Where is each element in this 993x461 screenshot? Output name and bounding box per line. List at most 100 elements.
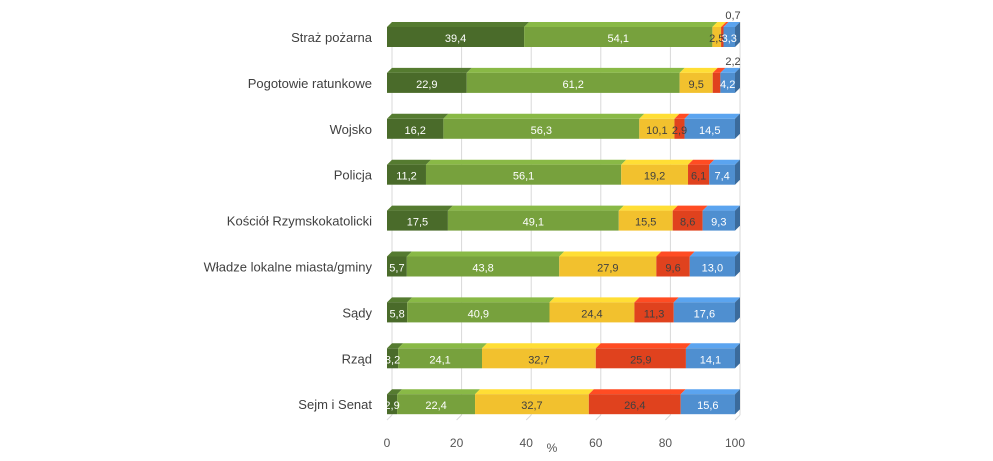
gridline-floor xyxy=(525,414,532,421)
data-label: 17,5 xyxy=(407,217,428,229)
data-label: 26,4 xyxy=(624,400,645,412)
data-label: 2,2 xyxy=(725,56,740,68)
bar-segment xyxy=(685,348,735,369)
data-label: 16,2 xyxy=(404,125,425,137)
data-label: 15,6 xyxy=(697,400,718,412)
x-tick-label: 0 xyxy=(384,436,391,450)
bar-segment xyxy=(443,118,640,139)
bar-segment-top xyxy=(712,22,727,27)
bar-segment xyxy=(634,302,674,323)
bar-segment-top xyxy=(475,389,594,395)
bar-segment xyxy=(672,210,703,231)
data-label: 3,3 xyxy=(722,33,737,45)
bar-segment xyxy=(721,27,724,47)
bar-segment xyxy=(475,394,589,415)
gridline-floor xyxy=(456,414,462,421)
bar-segment-top xyxy=(688,159,715,165)
data-label: 2,9 xyxy=(672,125,687,137)
gridline-floor xyxy=(386,414,393,421)
bar-segment-top xyxy=(524,22,718,27)
data-label: 32,7 xyxy=(528,354,549,366)
bar-row: 2,9 22,4 32,7 26,4 15,6 xyxy=(384,389,740,415)
data-label: 19,2 xyxy=(644,171,665,183)
bar-segment-top xyxy=(387,389,403,395)
bar-segment xyxy=(387,348,399,369)
bar-segment xyxy=(712,27,722,47)
bar-segment-top xyxy=(709,159,740,165)
bar-segment-top xyxy=(673,297,740,303)
bar-segment xyxy=(387,302,408,323)
data-label: 10,1 xyxy=(646,125,667,137)
bar-segment xyxy=(466,72,680,93)
bar-segment-top xyxy=(387,22,530,27)
category-label: Sejm i Senat xyxy=(298,397,372,412)
bar-segment-top xyxy=(684,113,740,119)
bar-segment-top xyxy=(482,343,601,349)
bar-row: 5,7 43,8 27,9 9,6 13,0 xyxy=(387,251,740,277)
bar-segment-top xyxy=(680,389,740,395)
bar-segment-top xyxy=(398,343,488,349)
bar-segment-top xyxy=(387,113,449,119)
data-label: 22,9 xyxy=(416,79,437,91)
bar-segment xyxy=(618,210,673,231)
bar-segment xyxy=(397,394,476,415)
bar-segment xyxy=(674,118,685,139)
category-label: Kościół Rzymskokatolicki xyxy=(227,214,372,229)
data-label: 3,2 xyxy=(385,354,400,366)
bar-segment xyxy=(387,256,407,277)
bar-segment xyxy=(588,394,681,415)
category-labels: Straż pożarna Pogotowie ratunkowe Wojsko Po… xyxy=(204,30,373,412)
bar-segment-top xyxy=(425,159,627,165)
data-label: 25,9 xyxy=(630,354,651,366)
gridline-floor xyxy=(734,414,741,421)
data-label: 49,1 xyxy=(523,217,544,229)
bar-segment xyxy=(639,118,675,139)
bar-segment xyxy=(387,27,525,47)
bar-segment-top xyxy=(723,22,740,27)
bar-segment-top xyxy=(721,22,729,27)
bar-segment xyxy=(712,72,721,93)
bar-segment xyxy=(702,210,735,231)
bar-segment-top xyxy=(720,67,740,73)
data-label: 40,9 xyxy=(468,308,489,320)
bar-segment-top xyxy=(387,159,431,165)
bar-segment xyxy=(595,348,686,369)
data-label: 14,1 xyxy=(700,354,721,366)
bar-segment-top xyxy=(712,67,726,73)
bar-segment xyxy=(723,27,735,47)
bar-segment-top xyxy=(397,389,481,395)
bar-segment-side xyxy=(735,251,740,277)
category-label: Wojsko xyxy=(330,122,372,137)
bar-segment-top xyxy=(679,67,718,73)
data-label: 9,3 xyxy=(711,217,726,229)
category-label: Pogotowie ratunkowe xyxy=(248,76,372,91)
data-label: 24,1 xyxy=(429,354,450,366)
bar-row: 39,4 54,1 2,50,7 3,3 xyxy=(387,10,741,47)
bar-segment-top xyxy=(674,113,690,119)
bar-segment xyxy=(387,164,426,185)
bar-segment-top xyxy=(407,297,555,303)
data-label: 4,2 xyxy=(720,79,735,91)
bar-row: 5,8 40,9 24,4 11,3 17,6 xyxy=(387,297,740,323)
bar-segment-top xyxy=(656,251,695,257)
bar-segment-side xyxy=(735,343,740,369)
x-tick-label: 80 xyxy=(659,436,673,450)
bar-segment xyxy=(387,394,398,415)
bar-segment-top xyxy=(689,251,740,257)
data-label: 0,7 xyxy=(725,10,740,22)
bar-segment-side xyxy=(735,113,740,139)
data-label: 56,1 xyxy=(513,171,534,183)
bar-segment xyxy=(549,302,635,323)
bar-segment-top xyxy=(639,113,680,119)
bar-segment-top xyxy=(387,297,413,303)
bar-segment-top xyxy=(443,113,645,119)
bars: 39,4 54,1 2,50,7 3,3 22,9 61,2 9,5 2,2 4,2 16,2 56… xyxy=(384,10,741,415)
x-tick-label: 20 xyxy=(450,436,464,450)
bar-segment xyxy=(407,302,550,323)
bar-segment xyxy=(656,256,690,277)
bar-segment xyxy=(679,72,713,93)
x-tick-label: 40 xyxy=(520,436,534,450)
category-label: Straż pożarna xyxy=(291,30,373,45)
data-label: 11,3 xyxy=(644,308,665,320)
bar-segment-top xyxy=(387,67,472,73)
